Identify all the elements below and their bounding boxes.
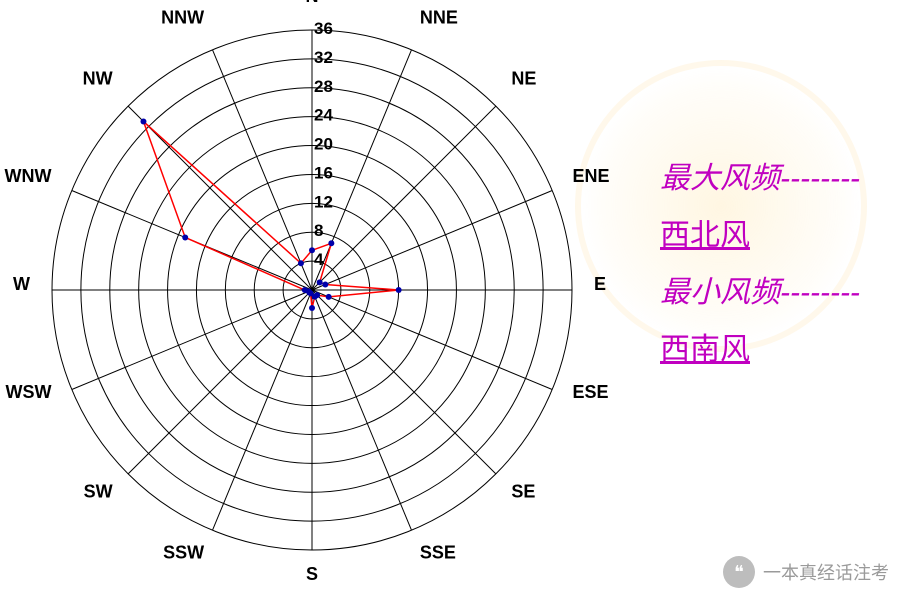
direction-label: W [13, 274, 30, 294]
data-marker [328, 240, 334, 246]
data-marker [317, 279, 323, 285]
direction-label: NE [511, 69, 536, 89]
data-marker [140, 118, 146, 124]
direction-label: E [594, 274, 606, 294]
direction-label: NW [83, 69, 113, 89]
direction-label: N [306, 0, 319, 6]
wind-rose-polygon [143, 121, 398, 308]
radial-tick-label: 36 [314, 19, 333, 38]
radial-tick-label: 12 [314, 192, 333, 211]
radial-tick-label: 28 [314, 77, 333, 96]
radial-tick-label: 24 [314, 106, 333, 125]
direction-label: SW [84, 481, 113, 501]
radial-tick-label: 20 [314, 135, 333, 154]
data-marker [182, 234, 188, 240]
max-freq-label: 最大风频-------- [660, 150, 907, 207]
direction-label: WNW [4, 166, 51, 186]
radial-spoke [312, 290, 496, 474]
data-marker [326, 294, 332, 300]
radial-spoke [312, 106, 496, 290]
watermark-text: 一本真经话注考 [763, 559, 889, 585]
radial-spoke [312, 290, 411, 530]
max-freq-value: 西北风 [660, 207, 907, 264]
watermark: ❝ 一本真经话注考 [723, 556, 889, 588]
radial-spoke [213, 50, 312, 290]
direction-label: S [306, 564, 318, 584]
direction-label: WSW [5, 382, 51, 402]
radial-spoke [312, 191, 552, 290]
direction-label: SSW [163, 543, 204, 563]
direction-label: NNW [161, 7, 204, 27]
wechat-icon: ❝ [723, 556, 755, 588]
radial-tick-label: 8 [314, 221, 323, 240]
direction-label: SE [511, 481, 535, 501]
data-marker [322, 281, 328, 287]
direction-label: NNE [420, 7, 458, 27]
radial-spoke [72, 290, 312, 389]
annotation-panel: 最大风频-------- 西北风 最小风频-------- 西南风 [660, 150, 907, 378]
data-marker [309, 247, 315, 253]
data-marker [302, 287, 308, 293]
radial-tick-label: 32 [314, 48, 333, 67]
direction-label: SSE [420, 543, 456, 563]
data-marker [298, 260, 304, 266]
data-marker [396, 287, 402, 293]
radial-spoke [213, 290, 312, 530]
direction-label: ENE [573, 166, 610, 186]
radial-spoke [128, 106, 312, 290]
radial-tick-label: 16 [314, 163, 333, 182]
radial-spoke [312, 290, 552, 389]
direction-label: ESE [573, 382, 609, 402]
min-freq-label: 最小风频-------- [660, 264, 907, 321]
wind-rose-chart: N NNE NE ENE E ESE SE SSE S SSW SW WSW W WNW NW NNW 4 8 12… [0, 0, 650, 600]
radial-spoke [128, 290, 312, 474]
radial-tick-label: 4 [314, 250, 324, 269]
data-marker [309, 305, 315, 311]
min-freq-value: 西南风 [660, 321, 907, 378]
